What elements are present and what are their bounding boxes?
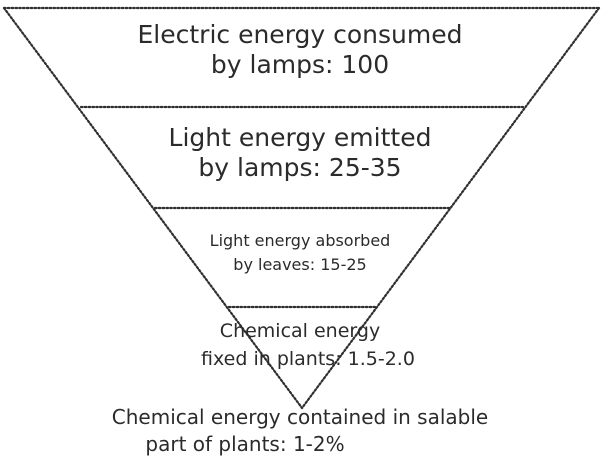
level-1-label: Electric energy consumed by lamps: 100: [100, 20, 500, 79]
triangle-left-edge: [2, 6, 304, 410]
level-5-line-2: part of plants: 1-2%: [145, 432, 345, 456]
triangle-right-edge: [300, 6, 601, 410]
level-2-line-1: Light energy emitted: [168, 123, 432, 152]
level-1-line-1: Electric energy consumed: [137, 20, 463, 49]
level-3-label: Light energy absorbed by leaves: 15-25: [160, 229, 440, 277]
level-2-line-2: by lamps: 25-35: [198, 152, 402, 182]
level-5-line-1: Chemical energy contained in salable: [111, 405, 489, 429]
level-3-line-1: Light energy absorbed: [209, 231, 391, 250]
level-5-label: Chemical energy contained in salable par…: [40, 404, 560, 458]
level-3-line-2: by leaves: 15-25: [233, 255, 367, 274]
level-4-label: Chemical energy fixed in plants: 1.5-2.0: [150, 318, 450, 373]
level-2-label: Light energy emitted by lamps: 25-35: [110, 123, 490, 182]
level-4-line-2: fixed in plants: 1.5-2.0: [201, 347, 415, 370]
level-1-line-2: by lamps: 100: [210, 49, 390, 79]
level-4-line-1: Chemical energy: [219, 320, 381, 342]
